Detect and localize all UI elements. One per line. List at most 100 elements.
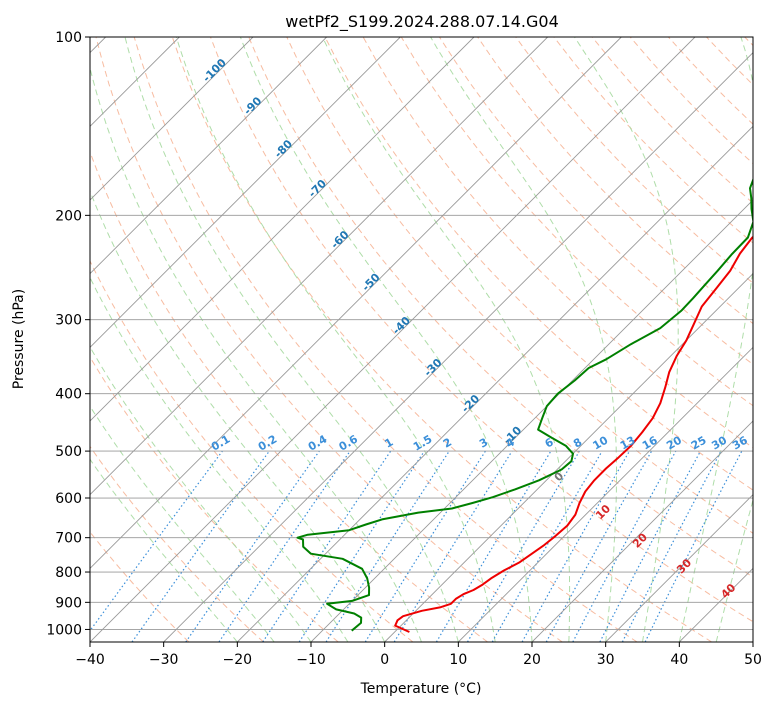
dry-adiabat — [90, 150, 488, 642]
isotherm-line — [90, 37, 548, 496]
isotherm-label: -60 — [328, 228, 351, 251]
dry-adiabat — [90, 445, 264, 642]
isotherm-line — [90, 37, 622, 569]
isotherm-line — [679, 567, 753, 642]
x-tick-label: 30 — [597, 652, 615, 668]
mixing-ratio-line — [393, 450, 513, 642]
dewpoint-line — [296, 177, 753, 632]
mixing-ratio-label: 0.1 — [209, 433, 232, 454]
moist-adiabat — [124, 37, 459, 642]
mixing-ratio-label: 6 — [543, 435, 556, 450]
mixing-ratio-line — [90, 450, 223, 632]
isotherm-line — [531, 420, 753, 642]
x-tick-label: −30 — [149, 652, 179, 668]
isotherm-label: -50 — [359, 270, 382, 293]
y-tick-label: 700 — [55, 531, 82, 547]
y-tick-label: 300 — [55, 313, 82, 329]
moist-adiabat — [574, 37, 679, 642]
moist-adiabat — [90, 189, 386, 642]
x-tick-label: 20 — [523, 652, 541, 668]
dry-adiabat — [591, 37, 753, 204]
plot-frame — [89, 36, 754, 643]
y-tick-label: 800 — [55, 565, 82, 581]
y-tick-label: 200 — [55, 208, 82, 224]
isotherm-line — [90, 37, 327, 275]
chart-title: wetPf2_S199.2024.288.07.14.G04 — [285, 12, 559, 32]
y-tick-label: 100 — [55, 30, 82, 46]
mixing-ratio-label: 13 — [618, 434, 638, 453]
dry-adiabat — [248, 37, 753, 578]
mixing-ratio-line — [325, 450, 450, 642]
x-tick-label: 40 — [670, 652, 688, 668]
dry-adiabat — [133, 37, 638, 642]
mixing-ratio-label: 0.2 — [256, 433, 279, 454]
mixing-ratio-label: 25 — [689, 434, 709, 453]
isotherm-line — [605, 494, 753, 642]
isotherm-line — [237, 125, 753, 642]
mixing-ratio-label: 36 — [730, 433, 750, 452]
isotherm-label: -70 — [306, 177, 329, 200]
isotherm-label: -90 — [241, 94, 264, 117]
mixing-ratio-line — [545, 450, 653, 642]
mixing-ratio-line — [185, 450, 320, 642]
mixing-ratio-line — [262, 450, 392, 642]
grid-lines — [90, 37, 753, 642]
dry-adiabat — [95, 37, 563, 642]
isotherm-label: -30 — [421, 356, 444, 379]
moist-adiabat — [90, 458, 238, 642]
isotherm-line — [310, 199, 753, 642]
mixing-ratio-line — [572, 450, 677, 642]
x-tick-label: 50 — [744, 652, 762, 668]
moist-adiabat — [90, 276, 349, 642]
background-lines — [90, 37, 753, 642]
x-tick-label: −20 — [223, 652, 253, 668]
axis-ticks: −40 −30 −20 −10 0 10 20 30 40 5010020030040050060… — [46, 30, 762, 668]
y-axis-label: Pressure (hPa) — [11, 289, 27, 389]
mixing-ratio-label: 1 — [382, 436, 395, 451]
isotherm-line — [163, 52, 753, 642]
moist-adiabat — [715, 498, 753, 642]
x-tick-label: 0 — [380, 652, 389, 668]
y-tick-label: 500 — [55, 444, 82, 460]
mixing-ratio-label: 10 — [591, 433, 611, 452]
isotherm-line — [458, 346, 753, 642]
dry-adiabat — [706, 37, 753, 86]
y-tick-label: 900 — [55, 595, 82, 611]
mixing-ratio-line — [298, 450, 425, 642]
y-tick-label: 400 — [55, 387, 82, 403]
isotherm-label: -100 — [200, 56, 229, 85]
x-tick-label: −10 — [296, 652, 326, 668]
isotherm-line — [384, 273, 753, 642]
moist-adiabat — [322, 37, 571, 642]
dry-adiabat — [515, 37, 753, 284]
temperature-line — [394, 235, 753, 633]
isotherm-line — [752, 641, 753, 642]
dry-adiabat — [744, 37, 753, 47]
mixing-ratio-line — [218, 450, 351, 642]
dry-adiabat — [286, 37, 753, 534]
temperature-label: 10 — [593, 502, 613, 522]
mixing-ratio-label: 8 — [571, 436, 584, 451]
mixing-ratio-line — [435, 450, 552, 642]
dry-adiabat — [171, 37, 712, 642]
dry-adiabat — [324, 37, 753, 491]
dry-adiabat — [668, 37, 753, 125]
moist-adiabat — [90, 405, 275, 642]
dry-adiabat — [210, 37, 753, 623]
moist-adiabat — [430, 37, 617, 642]
mixing-ratio-line — [644, 450, 743, 642]
moist-adiabat — [678, 37, 753, 642]
mixing-ratio-label: 0.6 — [337, 432, 361, 453]
moist-adiabat — [175, 37, 496, 642]
temperature-label: 40 — [718, 581, 738, 601]
mixing-ratio-label: 16 — [640, 433, 660, 452]
series-lines — [296, 177, 753, 633]
mixing-ratio-line — [599, 450, 702, 642]
isotherm-label: -20 — [459, 392, 482, 415]
x-axis-label: Temperature (°C) — [360, 681, 482, 697]
x-tick-label: 10 — [449, 652, 467, 668]
isotherm-label: -40 — [390, 314, 413, 337]
temperature-label: 30 — [674, 556, 694, 576]
dry-adiabat — [90, 531, 190, 642]
